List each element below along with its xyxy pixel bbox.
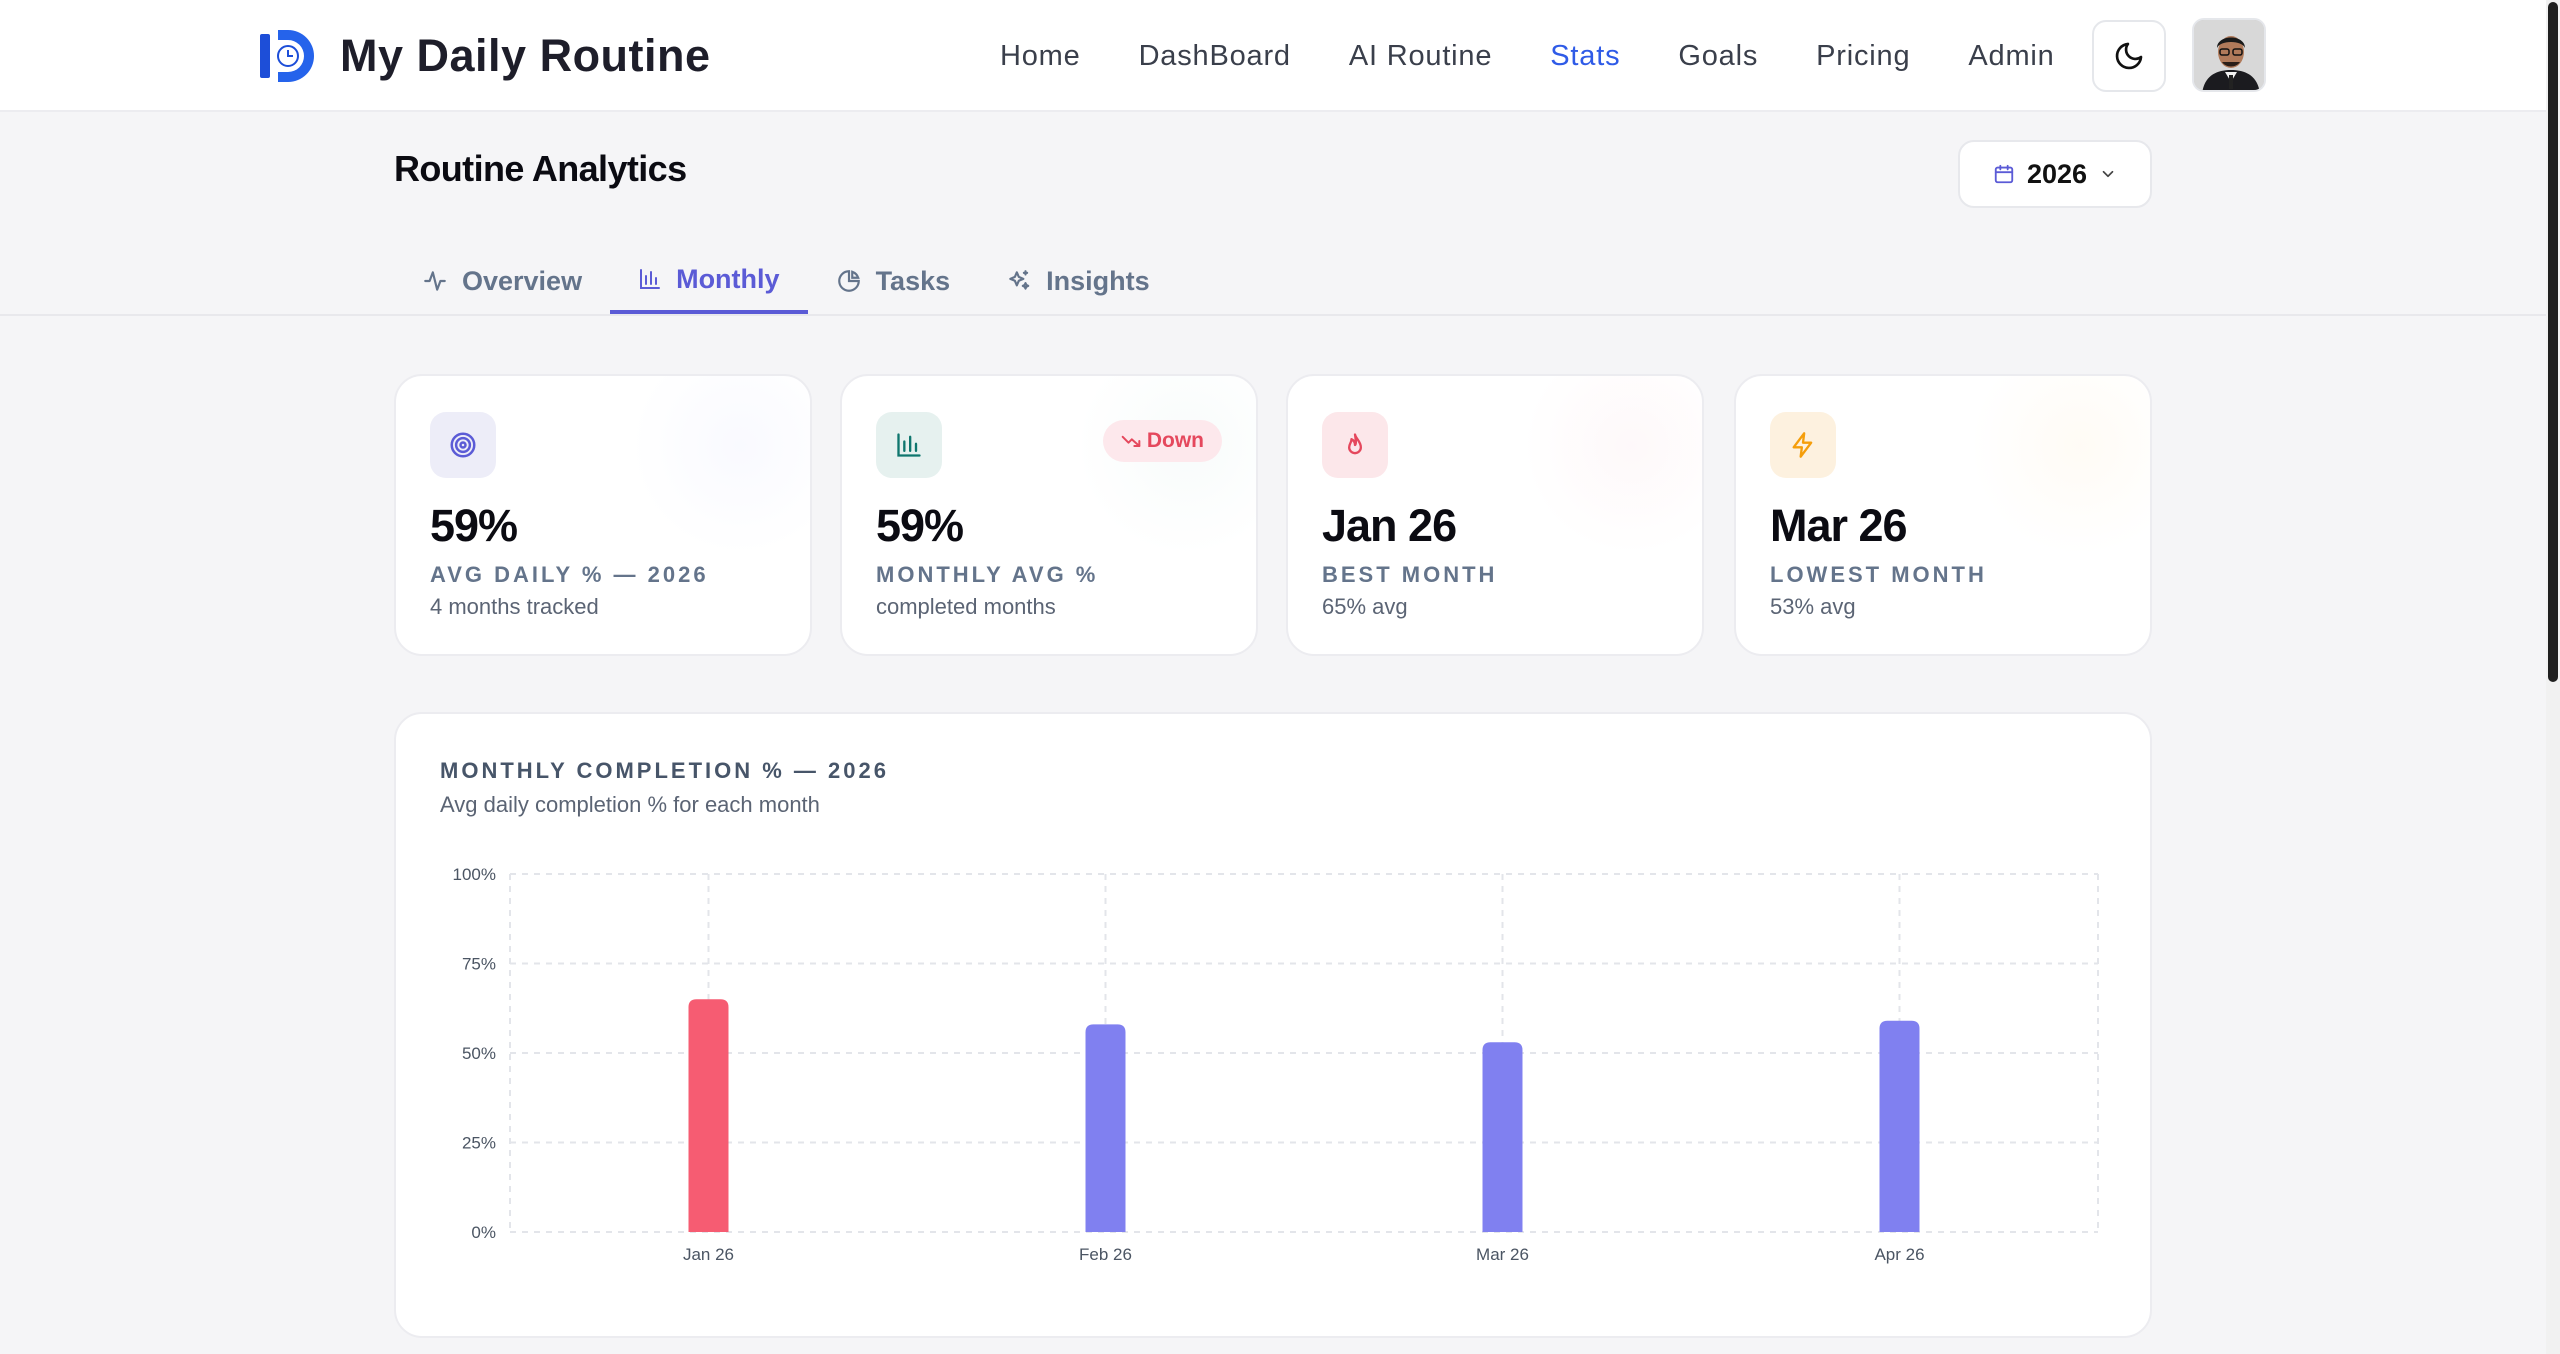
activity-icon [424, 271, 446, 291]
bar [1482, 1042, 1523, 1232]
page-title: Routine Analytics [394, 148, 687, 189]
tab-tasks[interactable]: Tasks [808, 248, 979, 314]
x-tick-label: Feb 26 [1079, 1245, 1132, 1264]
stat-card-best-month: Jan 26 BEST MONTH 65% avg [1286, 374, 1704, 656]
avatar-image [2194, 20, 2264, 90]
stat-value: 59% [876, 500, 964, 551]
icon-box [1770, 412, 1836, 478]
tab-label: Insights [1046, 265, 1150, 296]
chevron-down-icon [2102, 170, 2114, 178]
main-nav: Home DashBoard AI Routine Stats Goals Pr… [1000, 30, 2055, 82]
scrollbar-thumb[interactable] [2548, 2, 2558, 682]
badge-label: Down [1146, 429, 1204, 452]
lightning-icon [1792, 432, 1813, 458]
sparkles-icon [1009, 270, 1030, 290]
stat-value: Jan 26 [1322, 500, 1457, 551]
y-tick-label: 100% [453, 865, 496, 884]
x-tick-label: Apr 26 [1874, 1245, 1924, 1264]
chart-subtitle: Avg daily completion % for each month [440, 792, 820, 817]
stat-sub: completed months [876, 594, 1056, 619]
target-icon [450, 432, 476, 458]
card-glow [1522, 376, 1702, 556]
stat-label: BEST MONTH [1322, 562, 1498, 587]
nav-ai-routine[interactable]: AI Routine [1348, 39, 1493, 72]
top-navbar: My Daily Routine Home DashBoard AI Routi… [0, 0, 2560, 112]
brand[interactable]: My Daily Routine [258, 24, 711, 88]
nav-stats[interactable]: Stats [1550, 39, 1621, 72]
stat-sub: 53% avg [1770, 594, 1856, 619]
flame-icon [1348, 433, 1362, 455]
stat-label: LOWEST MONTH [1770, 562, 1987, 587]
nav-goals[interactable]: Goals [1678, 39, 1759, 72]
bar-chart-icon [640, 269, 661, 289]
chart-title: MONTHLY COMPLETION % — 2026 [440, 758, 889, 783]
nav-home[interactable]: Home [1000, 39, 1081, 72]
stat-sub: 4 months tracked [430, 594, 599, 619]
stat-value: Mar 26 [1770, 500, 1908, 551]
logo-icon [260, 30, 314, 82]
bar [688, 999, 729, 1232]
stat-sub: 65% avg [1322, 594, 1408, 619]
calendar-icon [1994, 164, 2014, 184]
stat-label: MONTHLY AVG % [876, 562, 1099, 587]
nav-admin[interactable]: Admin [1968, 39, 2055, 72]
bar-chart-icon [897, 433, 921, 457]
card-glow [1970, 376, 2150, 556]
stat-value: 59% [430, 500, 518, 551]
card-glow [1076, 376, 1256, 556]
icon-box [430, 412, 496, 478]
tab-label: Monthly [676, 263, 780, 294]
theme-toggle-button[interactable] [2092, 20, 2166, 92]
stat-card-monthly-avg: Down 59% MONTHLY AVG % completed months [840, 374, 1258, 656]
stat-card-avg-daily: 59% AVG DAILY % — 2026 4 months tracked [394, 374, 812, 656]
x-tick-label: Mar 26 [1476, 1245, 1529, 1264]
nav-pricing[interactable]: Pricing [1816, 39, 1911, 72]
tabs-divider [0, 314, 2560, 316]
x-tick-label: Jan 26 [683, 1245, 734, 1264]
year-value: 2026 [2026, 158, 2088, 189]
y-tick-label: 75% [462, 955, 496, 974]
monthly-completion-chart: 0% 25% 50% 75% 100% Jan 26 Feb 26 Mar 26 Apr 26 [453, 865, 2099, 1264]
tab-overview[interactable]: Overview [394, 248, 610, 314]
icon-box [1322, 412, 1388, 478]
tab-label: Overview [462, 265, 583, 296]
trend-badge: Down [1102, 420, 1222, 462]
analytics-tabs: Overview Monthly Tasks Insights [394, 248, 1178, 316]
user-avatar[interactable] [2192, 18, 2266, 92]
year-selector[interactable]: 2026 [1958, 140, 2152, 208]
bar [1879, 1020, 1920, 1232]
tab-label: Tasks [875, 265, 951, 296]
y-tick-label: 25% [462, 1134, 496, 1153]
y-tick-label: 50% [462, 1044, 496, 1063]
stat-card-lowest-month: Mar 26 LOWEST MONTH 53% avg [1734, 374, 2152, 656]
app-title: My Daily Routine [340, 30, 711, 81]
stat-label: AVG DAILY % — 2026 [430, 562, 709, 587]
y-tick-label: 0% [471, 1223, 496, 1242]
bar [1085, 1024, 1126, 1232]
moon-icon [2115, 42, 2143, 70]
card-glow [630, 376, 810, 556]
tab-insights[interactable]: Insights [978, 248, 1178, 314]
monthly-chart-panel: MONTHLY COMPLETION % — 2026 Avg daily co… [394, 712, 2152, 1338]
icon-box [876, 412, 942, 478]
trending-down-icon [1121, 435, 1141, 447]
nav-dashboard[interactable]: DashBoard [1138, 39, 1291, 72]
pie-chart-icon [837, 270, 860, 292]
tab-monthly[interactable]: Monthly [610, 248, 808, 314]
